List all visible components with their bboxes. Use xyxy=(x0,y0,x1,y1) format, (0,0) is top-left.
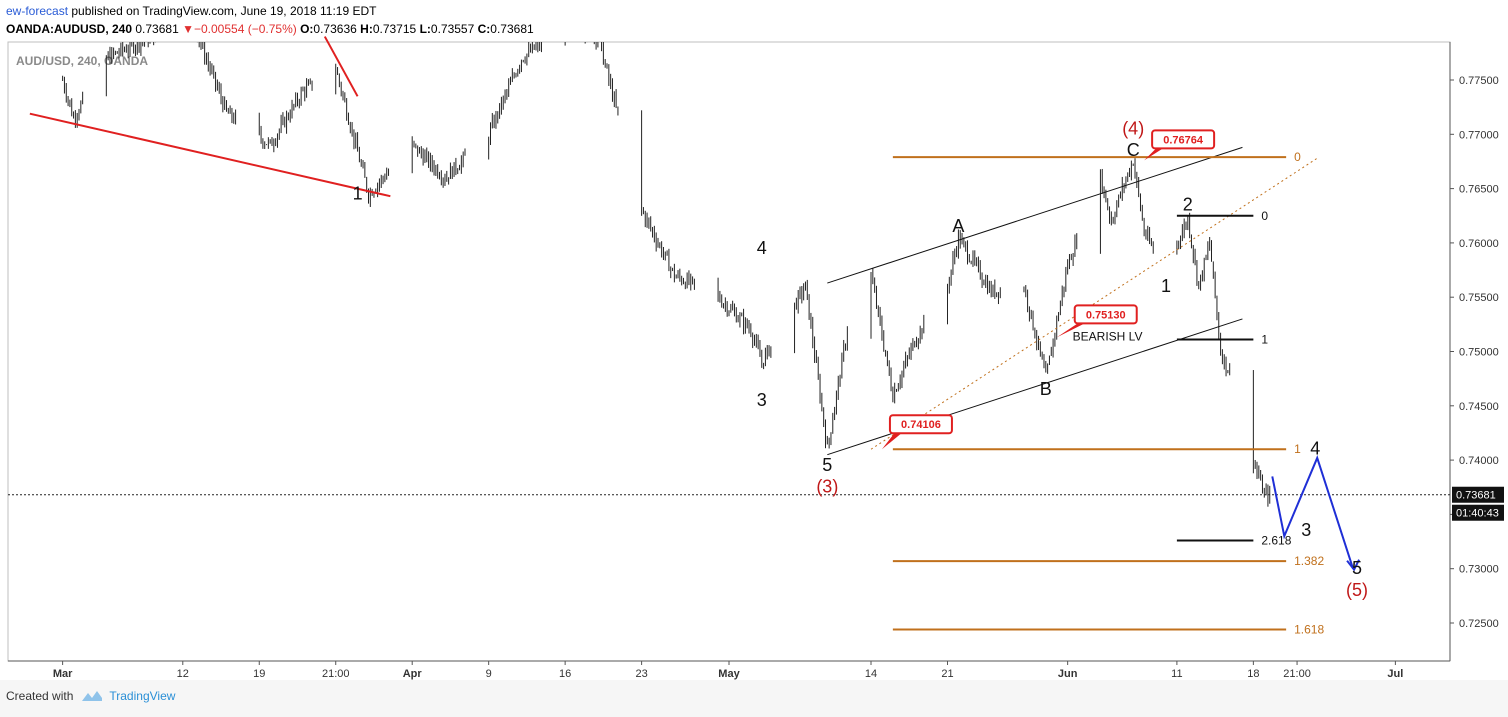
callout-pointer xyxy=(1056,321,1089,338)
wave-label: B xyxy=(1040,379,1052,399)
x-tick-label: 12 xyxy=(177,668,189,680)
fib-level-label: 1.618 xyxy=(1294,623,1324,637)
x-tick-label: 14 xyxy=(865,668,877,680)
y-tick-label: 0.74000 xyxy=(1459,455,1499,467)
callout-pointer xyxy=(1144,146,1167,161)
wave-label: 5 xyxy=(1352,558,1362,578)
wave-label: 4 xyxy=(757,238,767,258)
footer: Created with TradingView xyxy=(6,689,175,703)
close-value: 0.73681 xyxy=(490,22,534,36)
low-value: 0.73557 xyxy=(430,22,475,36)
wave-label: 5 xyxy=(822,455,832,475)
x-tick-label: Mar xyxy=(53,668,73,680)
wave-label: (4) xyxy=(1122,118,1144,138)
countdown-label: 01:40:43 xyxy=(1456,508,1499,520)
publish-info: published on TradingView.com, June 19, 2… xyxy=(71,4,377,18)
tradingview-link[interactable]: TradingView xyxy=(109,689,176,703)
low-label: L: xyxy=(419,22,431,36)
y-tick-label: 0.77500 xyxy=(1459,75,1499,87)
symbol-watermark: AUD/USD, 240, OANDA xyxy=(16,54,148,68)
created-with-label: Created with xyxy=(6,689,74,703)
x-tick-label: 21 xyxy=(941,668,953,680)
trend-line-short xyxy=(323,36,359,97)
callout-box xyxy=(1151,129,1216,150)
x-tick-label: Jul xyxy=(1387,668,1403,680)
wave-label: (3) xyxy=(816,477,838,497)
trend-line xyxy=(29,112,391,198)
projection-path xyxy=(1271,455,1355,570)
countdown-tag xyxy=(1452,504,1504,521)
fib-level-label: 1.382 xyxy=(1294,554,1324,568)
wave-label: 1 xyxy=(1161,276,1171,296)
wave-label: C xyxy=(1127,140,1140,160)
wave-label: 3 xyxy=(757,390,767,410)
wave-label: 1 xyxy=(353,183,363,203)
x-tick-label: 21:00 xyxy=(1283,668,1311,680)
y-tick-label: 0.75000 xyxy=(1459,347,1499,359)
tradingview-logo-icon xyxy=(82,691,103,701)
high-value: 0.73715 xyxy=(372,22,417,36)
x-tick-label: 16 xyxy=(559,668,571,680)
price-chart[interactable]: AUD/USD, 240, OANDA 0.77500 0.77000 0.76500… xyxy=(0,0,1508,680)
x-tick-label: 11 xyxy=(1171,668,1182,680)
wave-label: A xyxy=(952,216,964,236)
y-tick-label: 0.75500 xyxy=(1459,292,1499,304)
x-tick-label: May xyxy=(718,668,740,680)
symbol-label: OANDA:AUDUSD, 240 xyxy=(6,22,133,36)
y-tick-label: 0.72500 xyxy=(1459,618,1499,630)
callout-label: 0.75130 xyxy=(1086,309,1126,321)
current-price-label: 0.73681 xyxy=(1456,490,1496,502)
open-label: O: xyxy=(300,22,314,36)
last-price: 0.73681 xyxy=(135,22,179,36)
open-value: 0.73636 xyxy=(313,22,357,36)
wave-label: 3 xyxy=(1301,520,1311,540)
x-tick-label: 9 xyxy=(486,668,492,680)
channel-upper-line xyxy=(827,146,1243,284)
bearish-lv-label: BEARISH LV xyxy=(1073,329,1143,343)
x-tick-label: 19 xyxy=(253,668,265,680)
fib-diagonal xyxy=(870,156,1320,450)
y-tick-label: 0.76500 xyxy=(1459,184,1499,196)
y-tick-label: 0.76000 xyxy=(1459,238,1499,250)
x-tick-label: Apr xyxy=(403,668,423,680)
projection-arrowhead xyxy=(1346,559,1360,572)
fib-black-label: 0 xyxy=(1261,209,1268,223)
wave-label: 2 xyxy=(1183,194,1193,214)
callout-pointer xyxy=(881,431,904,450)
callout-box xyxy=(888,414,953,435)
ohlc-line: OANDA:AUDUSD, 240 0.73681 ▼−0.00554 (−0.… xyxy=(6,22,534,36)
high-label: H: xyxy=(360,22,373,36)
footer-bar xyxy=(0,680,1508,717)
current-price-tag xyxy=(1452,486,1504,503)
author-link[interactable]: ew-forecast xyxy=(6,4,69,18)
publish-line: ew-forecast published on TradingView.com… xyxy=(6,4,376,18)
y-tick-label: 0.73000 xyxy=(1459,564,1499,576)
callout-label: 0.74106 xyxy=(901,419,941,431)
chart-header: ew-forecast published on TradingView.com… xyxy=(6,0,1006,40)
fib-level-label: 1 xyxy=(1294,442,1301,456)
wave-label: (5) xyxy=(1346,580,1368,600)
callout-label: 0.76764 xyxy=(1163,134,1204,146)
change-value: ▼−0.00554 (−0.75%) xyxy=(182,22,297,36)
fib-black-label: 1 xyxy=(1261,333,1268,347)
x-tick-label: Jun xyxy=(1058,668,1078,680)
plot-area xyxy=(7,41,1451,662)
x-tick-label: 18 xyxy=(1247,668,1259,680)
x-tick-label: 23 xyxy=(635,668,647,680)
y-tick-label: 0.77000 xyxy=(1459,129,1499,141)
x-tick-label: 21:00 xyxy=(322,668,350,680)
y-tick-label: 0.74500 xyxy=(1459,401,1499,413)
fib-black-label: 2.618 xyxy=(1261,533,1291,547)
fib-level-label: 0 xyxy=(1294,150,1301,164)
callout-box xyxy=(1073,304,1138,325)
close-label: C: xyxy=(477,22,491,36)
wave-label: 4 xyxy=(1310,439,1320,459)
